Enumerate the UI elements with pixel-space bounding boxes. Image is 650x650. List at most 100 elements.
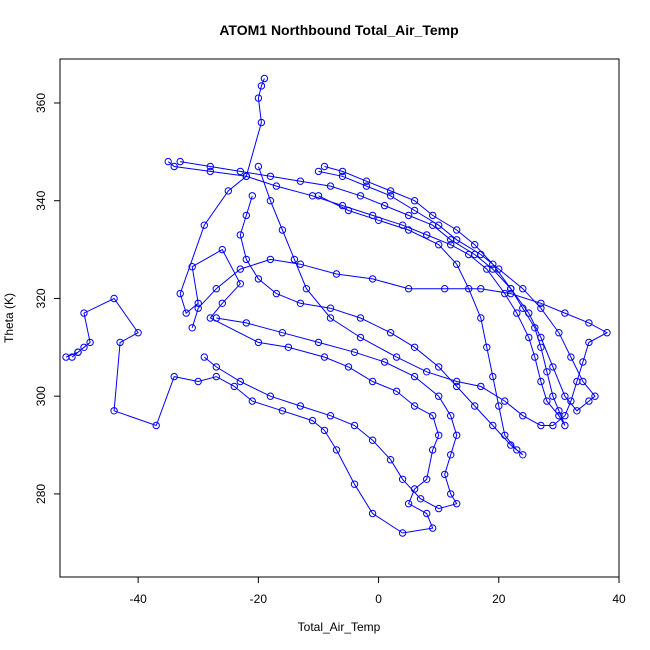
data-point bbox=[386, 187, 395, 195]
data-point bbox=[429, 446, 437, 454]
data-point bbox=[525, 309, 533, 317]
data-point bbox=[441, 285, 449, 293]
series-4-line bbox=[203, 317, 458, 510]
series-1-line bbox=[65, 78, 440, 534]
data-point bbox=[284, 343, 293, 351]
data-point bbox=[453, 500, 461, 508]
data-point bbox=[453, 431, 461, 439]
data-point bbox=[398, 529, 407, 537]
data-point bbox=[242, 255, 251, 264]
data-point bbox=[561, 392, 569, 400]
data-point bbox=[278, 226, 287, 234]
y-axis: 280 300 320 340 360 bbox=[34, 93, 60, 504]
data-point bbox=[591, 392, 599, 400]
data-point bbox=[423, 475, 431, 483]
data-point bbox=[423, 509, 431, 518]
data-point bbox=[410, 343, 419, 351]
data-point bbox=[447, 451, 455, 459]
data-point bbox=[507, 289, 515, 298]
data-point bbox=[398, 475, 407, 483]
data-point bbox=[555, 407, 563, 415]
data-point bbox=[326, 412, 335, 420]
data-point bbox=[194, 299, 202, 307]
data-point bbox=[278, 407, 287, 415]
data-point bbox=[290, 255, 299, 264]
data-point bbox=[410, 206, 419, 215]
data-point bbox=[110, 407, 118, 415]
data-point bbox=[447, 490, 455, 498]
data-point bbox=[182, 309, 190, 317]
data-point bbox=[519, 451, 527, 459]
data-point bbox=[272, 182, 281, 190]
data-point bbox=[507, 285, 515, 293]
data-point bbox=[495, 402, 503, 410]
series-5-line bbox=[191, 166, 609, 426]
x-axis: -40 -20 0 20 40 bbox=[129, 576, 626, 606]
data-point bbox=[242, 172, 251, 181]
data-point bbox=[410, 372, 419, 381]
data-point bbox=[278, 329, 287, 337]
data-point bbox=[585, 319, 593, 327]
data-point bbox=[356, 333, 365, 342]
data-point bbox=[350, 348, 359, 356]
data-point bbox=[260, 74, 269, 83]
data-point bbox=[435, 221, 443, 229]
data-point bbox=[441, 470, 449, 479]
data-point bbox=[338, 172, 347, 181]
data-point bbox=[212, 314, 221, 322]
data-point bbox=[386, 456, 395, 464]
data-point bbox=[230, 382, 239, 391]
data-point bbox=[314, 192, 323, 200]
data-point bbox=[435, 431, 443, 439]
data-point bbox=[489, 260, 497, 268]
data-point bbox=[447, 412, 455, 420]
data-point bbox=[254, 94, 263, 102]
y-tick-label: 360 bbox=[34, 93, 48, 113]
data-point bbox=[435, 241, 443, 249]
data-point bbox=[585, 397, 593, 405]
data-point bbox=[242, 319, 251, 327]
data-point bbox=[537, 343, 545, 351]
data-point bbox=[212, 372, 221, 381]
data-point bbox=[435, 504, 443, 513]
data-point bbox=[242, 211, 251, 220]
series-2-line bbox=[167, 161, 566, 426]
data-point bbox=[567, 353, 575, 361]
series-5 bbox=[188, 162, 611, 430]
x-tick-label: -20 bbox=[250, 592, 268, 606]
data-point bbox=[308, 416, 317, 425]
data-point bbox=[296, 177, 305, 185]
data-point bbox=[477, 314, 485, 322]
data-point bbox=[423, 368, 431, 376]
data-point bbox=[447, 241, 455, 249]
data-point bbox=[525, 333, 533, 342]
data-point bbox=[453, 377, 461, 386]
data-point bbox=[236, 231, 245, 239]
data-point bbox=[164, 157, 172, 166]
data-point bbox=[296, 260, 305, 268]
data-point bbox=[218, 299, 227, 307]
data-point bbox=[188, 263, 196, 271]
data-point bbox=[320, 162, 329, 171]
data-point bbox=[435, 392, 443, 400]
data-point bbox=[110, 294, 118, 303]
data-point bbox=[224, 187, 233, 195]
data-point bbox=[429, 412, 437, 420]
data-point bbox=[74, 348, 82, 356]
data-point bbox=[489, 421, 497, 430]
data-point bbox=[537, 304, 545, 312]
data-point bbox=[170, 162, 178, 171]
data-point bbox=[296, 402, 305, 410]
data-point bbox=[368, 377, 377, 386]
x-tick-label: 20 bbox=[492, 592, 506, 606]
data-point bbox=[585, 338, 593, 347]
data-point bbox=[236, 280, 245, 288]
plot-frame bbox=[59, 58, 620, 578]
data-point bbox=[314, 338, 323, 347]
data-point bbox=[86, 338, 94, 347]
data-point bbox=[188, 324, 196, 332]
data-point bbox=[80, 343, 88, 351]
data-point bbox=[254, 275, 263, 283]
data-point bbox=[404, 226, 413, 234]
series-3-line bbox=[318, 166, 596, 412]
